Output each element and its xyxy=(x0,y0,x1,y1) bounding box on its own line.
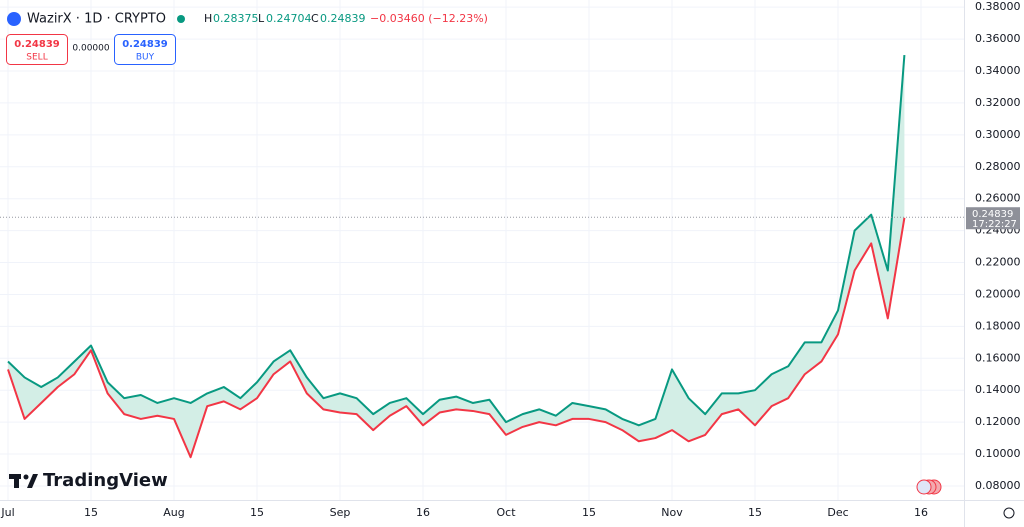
x-tick-label: Jul xyxy=(0,506,14,519)
symbol: WazirX · 1D · CRYPTO xyxy=(27,12,166,27)
y-tick-label: 0.16000 xyxy=(975,351,1021,364)
countdown: 17:22:27 xyxy=(972,219,1017,230)
brand: TradingView xyxy=(43,470,168,491)
line xyxy=(7,54,906,427)
ohlc-value: 0.28375 xyxy=(213,12,259,25)
x-tick-label: Oct xyxy=(496,506,516,519)
flag-icons xyxy=(916,479,942,495)
ohlc-value: 0.24839 xyxy=(320,12,366,25)
symbol-icon xyxy=(7,12,21,26)
y-tick-label: 0.12000 xyxy=(975,415,1021,428)
y-tick-label: 0.14000 xyxy=(975,383,1021,396)
ohlc-label: C xyxy=(311,12,319,25)
y-tick-label: 0.22000 xyxy=(975,256,1021,269)
line xyxy=(7,217,906,459)
brand-logo xyxy=(9,474,38,488)
x-tick-label: Nov xyxy=(661,506,683,519)
ohlc-value: 0.24704 xyxy=(266,12,312,25)
y-tick-label: 0.32000 xyxy=(975,96,1021,109)
x-tick-label: 15 xyxy=(250,506,264,519)
y-tick-label: 0.20000 xyxy=(975,287,1021,300)
buy-button[interactable] xyxy=(114,34,176,65)
x-tick-label: Dec xyxy=(827,506,848,519)
y-tick-label: 0.36000 xyxy=(975,32,1021,45)
x-tick-label: 15 xyxy=(748,506,762,519)
buy-label: BUY xyxy=(136,53,155,63)
buy-price: 0.24839 xyxy=(122,39,168,50)
y-tick-label: 0.18000 xyxy=(975,319,1021,332)
spread: 0.00000 xyxy=(72,44,109,54)
y-tick-label: 0.38000 xyxy=(975,0,1021,13)
y-tick-label: 0.10000 xyxy=(975,447,1021,460)
y-tick-label: 0.08000 xyxy=(975,479,1021,492)
x-tick-label: 16 xyxy=(416,506,430,519)
change: −0.03460 (−12.23%) xyxy=(370,12,488,25)
status-dot xyxy=(177,15,185,23)
y-tick-label: 0.30000 xyxy=(975,128,1021,141)
sell-label: SELL xyxy=(26,53,47,63)
y-tick-label: 0.34000 xyxy=(975,64,1021,77)
grid xyxy=(0,0,964,500)
sell-button[interactable] xyxy=(6,34,68,65)
y-tick-label: 0.28000 xyxy=(975,160,1021,173)
ohlc-label: H xyxy=(204,12,212,25)
settings-icon[interactable] xyxy=(1003,507,1015,519)
x-tick-label: 16 xyxy=(914,506,928,519)
last-price-label: 0.24839 xyxy=(972,209,1013,220)
sell-price: 0.24839 xyxy=(14,39,60,50)
x-tick-label: 15 xyxy=(84,506,98,519)
ohlc-label: L xyxy=(258,12,265,25)
plot xyxy=(0,54,964,459)
x-tick-label: Aug xyxy=(163,506,184,519)
x-tick-label: 15 xyxy=(582,506,596,519)
x-tick-label: Sep xyxy=(330,506,351,519)
last-price-box xyxy=(966,207,1020,230)
y-tick-label: 0.26000 xyxy=(975,192,1021,205)
